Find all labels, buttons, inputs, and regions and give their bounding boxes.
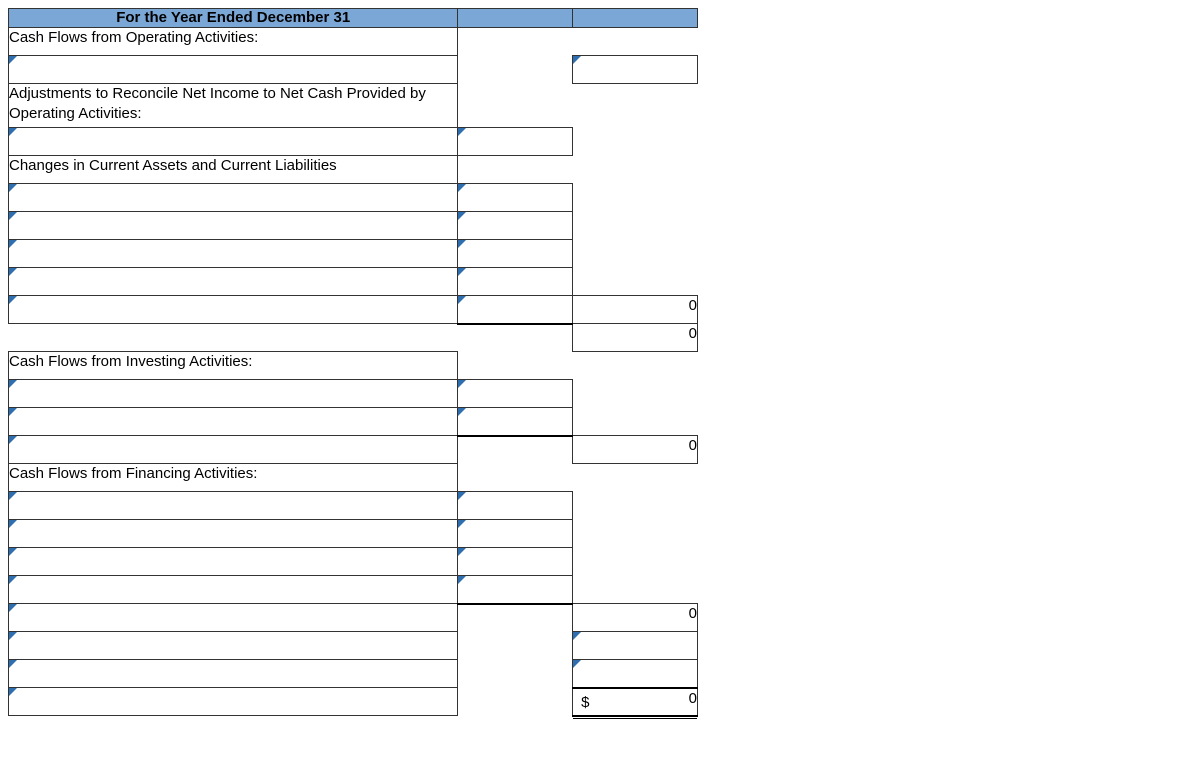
change-desc-3[interactable]: [9, 240, 458, 268]
financing-desc-1[interactable]: [9, 492, 458, 520]
financing-desc-3[interactable]: [9, 548, 458, 576]
change-value-5[interactable]: [458, 296, 573, 324]
header-col3: [573, 9, 698, 28]
summary-desc-2[interactable]: [9, 660, 458, 688]
investing-desc-2[interactable]: [9, 408, 458, 436]
financing-value-1[interactable]: [458, 492, 573, 520]
financing-value-4[interactable]: [458, 576, 573, 604]
financing-net-cash: 0: [573, 604, 698, 632]
financing-desc-4[interactable]: [9, 576, 458, 604]
investing-value-1[interactable]: [458, 380, 573, 408]
change-desc-2[interactable]: [9, 212, 458, 240]
change-desc-4[interactable]: [9, 268, 458, 296]
investing-net-cash: 0: [573, 436, 698, 464]
summary-value-1[interactable]: [573, 632, 698, 660]
adjustment-desc[interactable]: [9, 128, 458, 156]
adjustments-heading: Adjustments to Reconcile Net Income to N…: [9, 84, 458, 128]
cash-flow-table: For the Year Ended December 31 Cash Flow…: [8, 8, 698, 717]
header-col2: [458, 9, 573, 28]
ending-cash-amount: 0: [573, 689, 697, 709]
summary-desc-1[interactable]: [9, 632, 458, 660]
change-value-4[interactable]: [458, 268, 573, 296]
adjustment-value[interactable]: [458, 128, 573, 156]
financing-desc-2[interactable]: [9, 520, 458, 548]
financing-heading: Cash Flows from Financing Activities:: [9, 464, 458, 492]
ending-cash-value: $ 0: [573, 688, 698, 716]
change-desc-1[interactable]: [9, 184, 458, 212]
table-header: For the Year Ended December 31: [9, 9, 458, 28]
currency-symbol: $: [581, 693, 589, 713]
net-income-value[interactable]: [573, 56, 698, 84]
investing-desc-1[interactable]: [9, 380, 458, 408]
ending-cash-desc[interactable]: [9, 688, 458, 716]
operating-net-cash: 0: [573, 324, 698, 352]
change-value-3[interactable]: [458, 240, 573, 268]
change-desc-5[interactable]: [9, 296, 458, 324]
financing-value-2[interactable]: [458, 520, 573, 548]
net-income-desc[interactable]: [9, 56, 458, 84]
change-value-1[interactable]: [458, 184, 573, 212]
changes-heading: Changes in Current Assets and Current Li…: [9, 156, 458, 184]
investing-heading: Cash Flows from Investing Activities:: [9, 352, 458, 380]
change-value-2[interactable]: [458, 212, 573, 240]
investing-value-2[interactable]: [458, 408, 573, 436]
summary-value-2[interactable]: [573, 660, 698, 688]
investing-total-desc[interactable]: [9, 436, 458, 464]
operating-heading: Cash Flows from Operating Activities:: [9, 28, 458, 56]
operating-subtotal: 0: [573, 296, 698, 324]
financing-total-desc[interactable]: [9, 604, 458, 632]
financing-value-3[interactable]: [458, 548, 573, 576]
